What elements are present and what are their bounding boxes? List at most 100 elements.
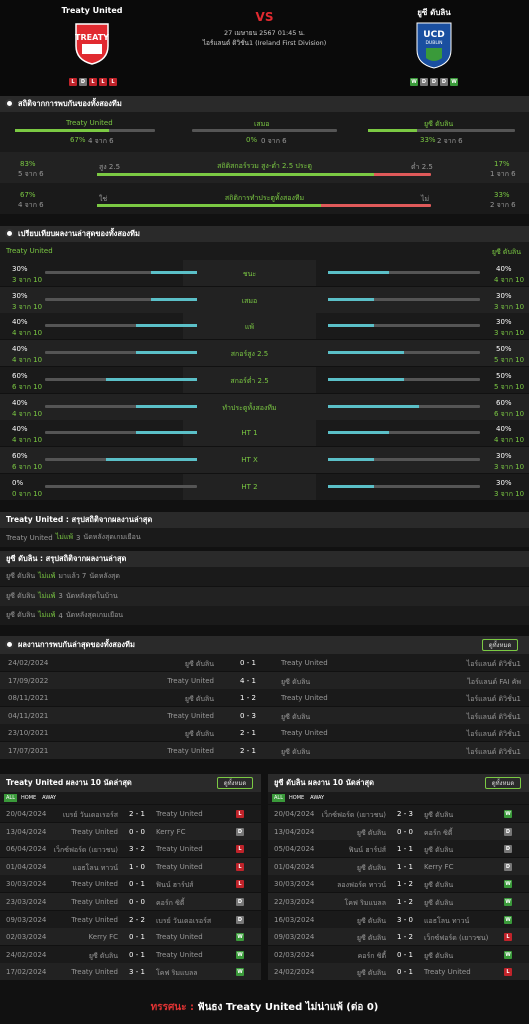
- h2h-results-header: ผลงานการพบกันล่าสุดของทั้งสองทีม: [0, 636, 529, 654]
- summary-team: Treaty United: [6, 533, 53, 542]
- last10-home: Treaty United: [71, 898, 118, 906]
- last10-tab-all[interactable]: ALL: [4, 794, 17, 802]
- last10-tabs: ALL HOME AWAY: [0, 792, 261, 804]
- compare-home-bar: [45, 297, 197, 301]
- compare-label: ชนะ: [242, 270, 257, 278]
- last10-result-badge: W: [504, 915, 512, 924]
- last10-away: Kerry FC: [424, 862, 454, 871]
- compare-away-pct: 30%: [496, 478, 512, 487]
- h2h-date: 23/10/2021: [8, 729, 49, 738]
- summary-line: ยูซี ดับลิน ไม่แพ้ 3 นัดหลังสุดในบ้าน: [0, 586, 529, 606]
- compare-away-name: ยูซี ดับลิน: [491, 248, 521, 256]
- compare-away-count: 4 จาก 10: [494, 276, 525, 284]
- last10-away: เว็กซ์ฟอร์ด (เยาวชน): [424, 934, 489, 943]
- summary-team: ยูซี ดับลิน: [6, 572, 36, 580]
- match-date: 27 เมษายน 2567 01:45 น.: [223, 29, 305, 37]
- summary-line: Treaty United ไม่แพ้ 3 นัดหลังสุดเกมเยือน: [0, 528, 529, 547]
- compare-away-pct: 30%: [496, 451, 512, 460]
- compare-home-pct: 40%: [12, 345, 28, 354]
- last10-score: 0 - 0: [397, 827, 413, 836]
- last10-date: 01/04/2024: [274, 862, 315, 871]
- last10-away: แอธโลน ทาวน์: [424, 916, 470, 925]
- last10-row: 02/03/2024 คอร์ก ซิตี้ 0 - 1 ยูซี ดับลิน W: [268, 945, 529, 963]
- h2h-home: Treaty United: [167, 711, 214, 720]
- h2h-away-pct: 33%: [420, 136, 436, 144]
- compare-away-fill: [328, 377, 404, 381]
- compare-home-bar: [45, 431, 197, 435]
- h2h-competition: ไอร์แลนด์ FAI คัพ: [467, 677, 521, 686]
- compare-away-fill: [328, 457, 374, 461]
- last10-score: 2 - 1: [129, 810, 145, 818]
- h2h-view-all-button[interactable]: ดูทั้งหมด: [482, 639, 518, 651]
- h2h-competition: ไอร์แลนด์ ดิวิชั่น1: [466, 695, 521, 704]
- btts-left-pct: 67%: [20, 191, 36, 199]
- last10-away: ฟินน์ ฮาร์ปส์: [156, 881, 194, 890]
- last10-home: ฟินน์ ฮาร์ปส์: [348, 846, 386, 855]
- compare-home-bar: [45, 324, 197, 328]
- btts-left-count: 4 จาก 6: [18, 201, 44, 209]
- compare-away-bar: [328, 377, 480, 381]
- last10-row: 24/02/2024 ยูซี ดับลิน 0 - 1 Treaty United L: [268, 963, 529, 981]
- compare-away-bar: [328, 404, 480, 408]
- away-form-badge: D: [430, 78, 438, 86]
- last10-home: ยูซี ดับลิน: [356, 969, 386, 978]
- h2h-result-row: 23/10/2021 ยูซี ดับลิน 2 - 1 Treaty United ไ…: [0, 724, 529, 742]
- last10-tab-away[interactable]: AWAY: [42, 795, 57, 801]
- compare-row: เสมอ 30% 3 จาก 10 30% 3 จาก 10: [0, 286, 529, 313]
- last10-away: คอร์ก ซิตี้: [424, 828, 453, 837]
- last10-home: เว็กซ์ฟอร์ด (เยาวชน): [53, 846, 118, 855]
- compare-row: HT 2 0% 0 จาก 10 30% 3 จาก 10: [0, 473, 529, 500]
- away-team-logo: UCD DUBLIN: [414, 20, 454, 70]
- last10-home: เว็กซ์ฟอร์ด (เยาวชน): [321, 811, 386, 819]
- last10-away: คอร์ก ซิตี้: [156, 899, 185, 907]
- h2h-score: 0 - 3: [240, 711, 256, 720]
- summary-n: 4: [58, 611, 63, 620]
- verdict-label: ทรรศนะ :: [150, 1002, 194, 1013]
- last10-home: แอธโลน ทาวน์: [72, 863, 118, 872]
- last10-tab-away[interactable]: AWAY: [310, 795, 325, 801]
- compare-home-name: Treaty United: [6, 247, 53, 255]
- compare-home-bar: [45, 404, 197, 408]
- last10-row: 20/04/2024 เว็กซ์ฟอร์ด (เยาวชน) 2 - 3 ยูซี …: [268, 805, 529, 822]
- last10-away: Treaty United: [156, 933, 203, 942]
- compare-away-count: 4 จาก 10: [494, 436, 525, 445]
- last10-home: Treaty United: [71, 968, 118, 977]
- last10-row: 23/03/2024 Treaty United 0 - 0 คอร์ก ซิตี้ D: [0, 893, 261, 910]
- last10-tab-home[interactable]: HOME: [289, 795, 305, 801]
- last10-tab-all[interactable]: ALL: [272, 794, 285, 802]
- h2h-competition: ไอร์แลนด์ ดิวิชั่น1: [466, 660, 521, 668]
- soccer-ball-icon: [5, 99, 14, 108]
- compare-label-cell: สกอร์ต่ำ 2.5: [183, 366, 316, 393]
- compare-home-count: 6 จาก 10: [12, 462, 43, 471]
- compare-home-pct: 40%: [12, 398, 28, 407]
- ou-bar: [97, 173, 431, 176]
- compare-label-cell: เสมอ: [183, 286, 316, 313]
- last10-score: 0 - 0: [129, 898, 145, 906]
- h2h-score: 2 - 1: [240, 729, 256, 738]
- summary-away-header: ยูซี ดับลิน : สรุปสถิติจากผลงานล่าสุด: [0, 551, 529, 567]
- last10-date: 01/04/2024: [6, 862, 47, 871]
- compare-home-fill: [136, 351, 197, 355]
- compare-away-fill: [328, 297, 374, 301]
- last10-result-badge: W: [236, 933, 244, 942]
- h2h-competition: ไอร์แลนด์ ดิวิชั่น1: [466, 730, 521, 739]
- last10-date: 02/03/2024: [274, 950, 315, 959]
- home-team-logo: TREATY: [72, 20, 112, 66]
- compare-away-count: 5 จาก 10: [494, 382, 525, 391]
- home-form-badge: L: [89, 78, 97, 86]
- compare-away-count: 5 จาก 10: [494, 356, 525, 365]
- last10-view-all-button[interactable]: ดูทั้งหมด: [485, 777, 521, 789]
- last10-tab-home[interactable]: HOME: [21, 795, 37, 801]
- last10-row: 30/03/2024 Treaty United 0 - 1 ฟินน์ ฮาร์ปส…: [0, 875, 261, 893]
- h2h-away-bar: [368, 129, 515, 132]
- summary-rest: นัดหลังสุด: [89, 572, 120, 580]
- last10-home: ยูซี ดับลิน: [356, 934, 386, 943]
- last10-row: 02/03/2024 Kerry FC 0 - 1 Treaty United W: [0, 928, 261, 946]
- last10-tabs: ALL HOME AWAY: [268, 792, 529, 804]
- compare-label: HT X: [241, 455, 258, 464]
- btts-bar: [97, 204, 431, 207]
- last10-view-all-button[interactable]: ดูทั้งหมด: [217, 777, 253, 789]
- compare-away-fill: [328, 404, 420, 408]
- summary-rest: นัดหลังสุดเกมเยือน: [83, 533, 141, 541]
- last10-row: 01/04/2024 ยูซี ดับลิน 1 - 1 Kerry FC D: [268, 857, 529, 875]
